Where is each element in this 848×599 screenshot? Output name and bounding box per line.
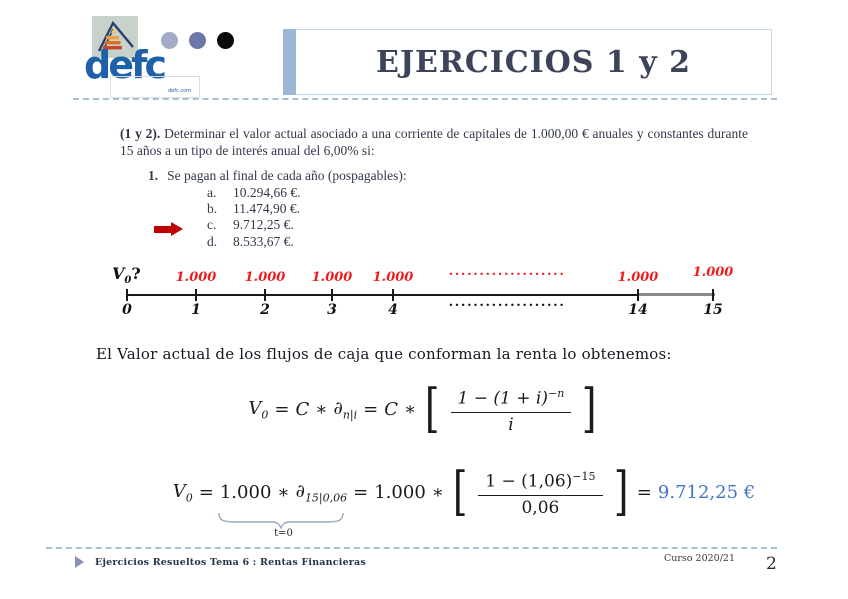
footer-title: Ejercicios Resueltos Tema 6 : Rentas Fin… bbox=[95, 557, 366, 568]
payment-label-1: 1.000 bbox=[175, 270, 217, 285]
title-banner: EJERCICIOS 1 y 2 bbox=[283, 29, 772, 95]
dot-icon bbox=[189, 32, 206, 49]
f1-mul1: ∗ bbox=[315, 398, 328, 420]
f2-mul1: ∗ bbox=[277, 481, 290, 503]
dot-icon bbox=[217, 32, 234, 49]
footer-divider bbox=[46, 547, 777, 549]
option-value: 9.712,25 €. bbox=[233, 217, 294, 233]
f2-eq2: = bbox=[353, 481, 369, 503]
f1-eq1: = bbox=[274, 398, 290, 420]
tick-label-15: 15 bbox=[703, 302, 723, 318]
payment-label-3: 1.000 bbox=[311, 270, 353, 285]
problem-text: Determinar el valor actual asociado a un… bbox=[120, 126, 748, 158]
decorative-dots bbox=[161, 32, 234, 49]
timeline-axis bbox=[127, 294, 715, 296]
option-letter: d. bbox=[207, 233, 218, 249]
page-title: EJERCICIOS 1 y 2 bbox=[376, 44, 691, 80]
option-letter: a. bbox=[207, 185, 217, 200]
option-value: 10.294,66 €. bbox=[233, 185, 301, 200]
f2-eq1: = bbox=[198, 481, 214, 503]
option-a: a. 10.294,66 €. bbox=[207, 185, 301, 201]
f1-denominator: i bbox=[508, 414, 514, 435]
dot-icon bbox=[161, 32, 178, 49]
option-value: 11.474,90 €. bbox=[233, 201, 300, 217]
logo-ghost-box bbox=[110, 76, 200, 98]
problem-number: (1 y 2). bbox=[120, 126, 161, 141]
value-statement: El Valor actual de los flujos de caja qu… bbox=[96, 345, 672, 363]
tick-label-0: 0 bbox=[122, 302, 132, 318]
tick-label-4: 4 bbox=[388, 302, 398, 318]
footer-course: Curso 2020/21 bbox=[664, 553, 736, 564]
payment-label-2: 1.000 bbox=[244, 270, 286, 285]
f1-v: V0 bbox=[248, 397, 269, 422]
tick-label-3: 3 bbox=[327, 302, 337, 318]
f2-numerator: 1 − (1,06)−15 bbox=[478, 466, 603, 496]
present-value-label: V0? bbox=[112, 264, 141, 287]
tick-label-2: 2 bbox=[260, 302, 270, 318]
f1-eq2: = bbox=[363, 398, 379, 420]
payment-label-15: 1.000 bbox=[692, 265, 734, 280]
f2-annuity: ∂15|0,06 bbox=[295, 480, 348, 505]
question-1-text: Se pagan al final de cada año (pospagabl… bbox=[167, 168, 407, 183]
formula-numeric: V0 = 1.000 ∗ ∂15|0,06 t=0 = 1.000 ∗ [ 1 … bbox=[172, 462, 756, 539]
option-value: 8.533,67 €. bbox=[233, 233, 294, 249]
tick-2 bbox=[264, 289, 266, 301]
answer-options: a. 10.294,66 €. b. 11.474,90 €. c. 9.712,25… bbox=[207, 185, 301, 250]
tick-1 bbox=[195, 289, 197, 301]
f2-fraction: 1 − (1,06)−15 0,06 bbox=[478, 466, 603, 519]
tick-label-1: 1 bbox=[191, 302, 201, 318]
f2-mul2: ∗ bbox=[431, 481, 444, 503]
question-1-number: 1. bbox=[148, 168, 159, 183]
tick-15 bbox=[712, 289, 714, 301]
option-c: c. 9.712,25 €. bbox=[207, 217, 301, 233]
tick-14 bbox=[637, 289, 639, 301]
f2-denominator: 0,06 bbox=[521, 497, 560, 518]
f1-c2: C bbox=[384, 398, 399, 420]
timeline-axis-end bbox=[638, 293, 715, 296]
payment-label-14: 1.000 bbox=[617, 270, 659, 285]
option-letter: b. bbox=[207, 201, 218, 217]
title-accent-bar bbox=[283, 29, 296, 95]
logo-mountain-icon bbox=[92, 16, 138, 58]
f1-annuity: ∂n|i bbox=[333, 397, 358, 422]
result-value: 9.712,25 € bbox=[657, 481, 756, 503]
option-letter: c. bbox=[207, 217, 217, 233]
page-number: 2 bbox=[766, 554, 777, 574]
formula-general: V0 = C ∗ ∂n|i = C ∗ [ 1 − (1 + i)−n i ] bbox=[248, 379, 597, 440]
question-1: 1. Se pagan al final de cada año (pospaga… bbox=[148, 168, 407, 184]
header-divider bbox=[73, 98, 777, 100]
tick-3 bbox=[331, 289, 333, 301]
title-box: EJERCICIOS 1 y 2 bbox=[296, 29, 772, 95]
f2-c2: 1.000 bbox=[374, 481, 426, 503]
f1-mul2: ∗ bbox=[404, 398, 417, 420]
logo-domain-text: defc.com bbox=[168, 88, 192, 94]
f2-v: V0 bbox=[172, 480, 193, 505]
tick-4 bbox=[392, 289, 394, 301]
f2-c1: 1.000 bbox=[219, 481, 272, 503]
f1-c1: C bbox=[295, 398, 310, 420]
problem-statement: (1 y 2). Determinar el valor actual asoc… bbox=[120, 126, 748, 159]
arrow-head bbox=[171, 222, 183, 236]
footer-arrow-icon bbox=[75, 556, 84, 568]
f1-fraction: 1 − (1 + i)−n i bbox=[450, 383, 572, 436]
tick-0 bbox=[126, 289, 128, 301]
logo-wordmark: defc bbox=[84, 43, 167, 87]
arrow-body bbox=[154, 226, 171, 233]
option-b: b. 11.474,90 €. bbox=[207, 201, 301, 217]
payments-ellipsis: ................... bbox=[449, 263, 566, 279]
underbrace-icon bbox=[218, 512, 344, 529]
option-d: d. 8.533,67 €. bbox=[207, 234, 301, 250]
tick-label-14: 14 bbox=[628, 302, 648, 318]
f2-braced-term: 1.000 ∗ ∂15|0,06 t=0 bbox=[218, 480, 348, 539]
f1-numerator: 1 − (1 + i)−n bbox=[450, 383, 572, 413]
periods-ellipsis: ................... bbox=[449, 294, 566, 310]
payment-label-4: 1.000 bbox=[372, 270, 414, 285]
brace-label: t=0 bbox=[274, 527, 293, 539]
f2-eq3: = bbox=[636, 481, 652, 503]
